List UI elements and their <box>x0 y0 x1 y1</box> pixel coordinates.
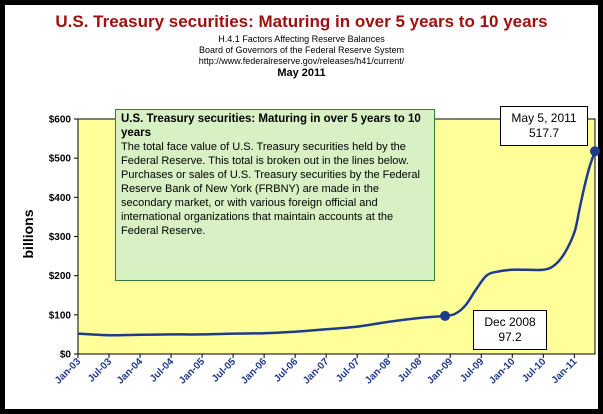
x-tick-label: Jan-08 <box>363 356 393 386</box>
description-box: U.S. Treasury securities: Maturing in ov… <box>115 109 435 281</box>
x-tick-label: Jan-09 <box>425 356 455 386</box>
x-axis: Jan-03 Jul-03 Jan-04 Jul-04 Jan-05 Jul-05 Jan-… <box>53 354 580 387</box>
x-tick-label: Jul-06 <box>272 356 301 385</box>
y-tick-label: $200 <box>49 271 72 282</box>
x-tick-label: Jan-11 <box>550 356 580 386</box>
y-tick-label: $100 <box>49 310 72 321</box>
report-date: May 2011 <box>277 67 326 79</box>
y-tick-label: $500 <box>49 154 72 165</box>
x-tick-label: Jan-04 <box>115 356 145 386</box>
y-axis: $0 $100 $200 $300 $400 $500 $600 <box>49 115 78 361</box>
x-tick-label: Jan-06 <box>239 356 269 386</box>
callout-dec-date: Dec 2008 <box>484 315 536 329</box>
callout-may-value: 517.7 <box>528 126 560 140</box>
y-tick-label: $600 <box>49 115 72 126</box>
x-tick-label: Jan-05 <box>177 356 207 386</box>
y-tick-label: $0 <box>60 350 72 361</box>
x-tick-label: Jan-03 <box>53 356 83 386</box>
callout-may-2011: May 5, 2011 517.7 <box>500 106 588 146</box>
callout-dec-value: 97.2 <box>498 330 522 344</box>
annotation-markers <box>440 146 600 321</box>
source-line-1: H.4.1 Factors Affecting Reserve Balances <box>218 34 385 44</box>
x-tick-label: Jan-07 <box>301 356 331 386</box>
y-tick-label: $300 <box>49 232 72 243</box>
x-tick-label: Jul-10 <box>520 356 549 385</box>
annotation-marker <box>440 310 451 321</box>
callout-may-date: May 5, 2011 <box>511 111 577 125</box>
source-line-2: Board of Governors of the Federal Reserv… <box>198 45 405 55</box>
callout-dec-2008: Dec 2008 97.2 <box>473 310 547 350</box>
x-tick-label: Jul-03 <box>86 356 115 385</box>
y-axis-label: billions <box>20 209 36 259</box>
x-tick-label: Jul-09 <box>458 356 487 385</box>
annotation-marker <box>590 146 600 157</box>
chart-title: U.S. Treasury securities: Maturing in ov… <box>55 12 548 31</box>
x-tick-label: Jul-08 <box>396 356 425 385</box>
y-tick-label: $400 <box>49 193 72 204</box>
x-tick-label: Jul-05 <box>210 356 239 385</box>
x-tick-label: Jul-07 <box>334 356 363 385</box>
description-title: U.S. Treasury securities: Maturing in ov… <box>121 113 421 139</box>
source-url: http://www.federalreserve.gov/releases/h… <box>198 56 405 66</box>
description-body: The total face value of U.S. Treasury se… <box>121 141 420 237</box>
series-line <box>77 150 597 337</box>
x-tick-label: Jan-10 <box>487 356 517 386</box>
x-tick-label: Jul-04 <box>148 356 177 385</box>
